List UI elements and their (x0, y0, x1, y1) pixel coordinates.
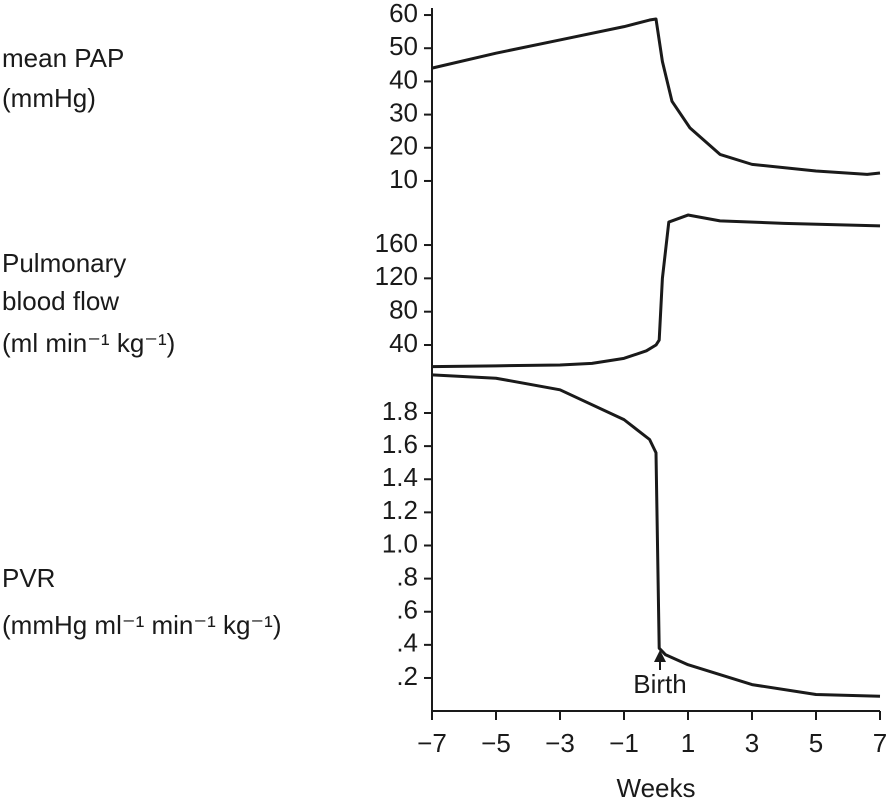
y-tick-label: .2 (396, 661, 418, 691)
y-tick-label: 40 (389, 328, 418, 358)
line (431, 213, 881, 369)
x-tick-label: −3 (545, 728, 575, 758)
y-tick-label: .4 (396, 628, 418, 658)
x-tick-label: −5 (481, 728, 511, 758)
annotation: Birth (633, 669, 686, 699)
y-tick-label: 1.2 (382, 495, 418, 525)
annotation-arrowhead (654, 650, 666, 662)
y-tick-label: 120 (375, 261, 418, 291)
y-tick-label: 50 (389, 31, 418, 61)
y-tick-label: 40 (389, 64, 418, 94)
y-tick-label: 80 (389, 295, 418, 325)
y-tick-label: 1.0 (382, 528, 418, 558)
y-tick-label: 1.4 (382, 462, 418, 492)
line (431, 373, 881, 698)
y-tick-label: 10 (389, 164, 418, 194)
y-axis-label: PVR (2, 563, 55, 593)
y-tick-label: 20 (389, 131, 418, 161)
y-axis-label: (ml min⁻¹ kg⁻¹) (2, 328, 175, 358)
y-axis-label: (mmHg) (2, 83, 96, 113)
x-tick-label: 3 (745, 728, 759, 758)
y-tick-label: .6 (396, 595, 418, 625)
x-tick-label: −7 (417, 728, 447, 758)
y-tick-label: .8 (396, 561, 418, 591)
x-tick-label: 5 (809, 728, 823, 758)
y-tick-label: 160 (375, 228, 418, 258)
y-tick-label: 60 (389, 0, 418, 28)
x-tick-label: 7 (873, 728, 887, 758)
y-tick-label: 1.6 (382, 429, 418, 459)
y-tick-label: 1.8 (382, 396, 418, 426)
y-tick-label: 30 (389, 97, 418, 127)
y-axis-label: mean PAP (2, 43, 124, 73)
x-axis-label: Weeks (617, 773, 696, 803)
line (431, 17, 881, 176)
y-axis-label: Pulmonary (2, 248, 126, 278)
y-axis-label: (mmHg ml⁻¹ min⁻¹ kg⁻¹) (2, 610, 281, 640)
y-axis-label: blood flow (2, 286, 119, 316)
x-tick-label: 1 (681, 728, 695, 758)
x-tick-label: −1 (609, 728, 639, 758)
